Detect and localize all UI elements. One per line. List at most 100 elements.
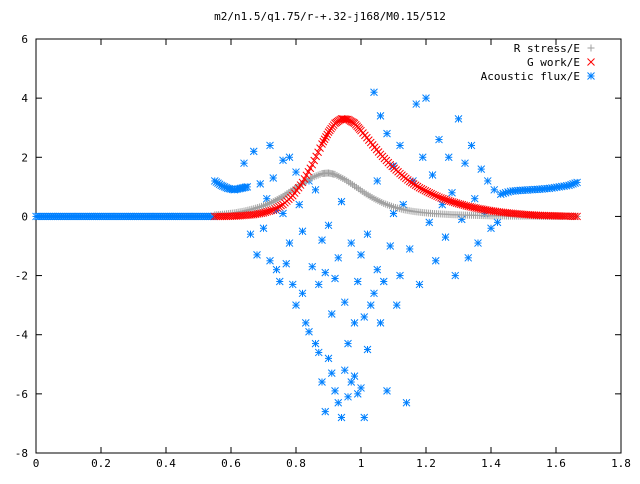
acoustic-flux-point — [412, 100, 421, 108]
acoustic-flux-point — [448, 188, 456, 197]
chart-title: m2/n1.5/q1.75/r-+.32-j168/M0.15/512 — [214, 10, 446, 23]
g-work-point — [423, 187, 432, 196]
acoustic-flux-point — [246, 230, 255, 239]
legend-label: G work/E — [527, 56, 580, 69]
acoustic-flux-point — [402, 398, 411, 407]
legend-label: Acoustic flux/E — [481, 70, 580, 83]
acoustic-flux-point — [275, 277, 284, 286]
plot-frame — [35, 38, 622, 454]
acoustic-flux-point — [435, 135, 443, 144]
acoustic-flux-point — [470, 194, 479, 203]
g-work-point — [429, 190, 438, 199]
g-work-point — [419, 185, 428, 194]
acoustic-flux-point — [376, 112, 385, 120]
acoustic-flux-point — [373, 177, 382, 185]
g-work-point — [210, 212, 219, 221]
acoustic-flux-point — [444, 153, 453, 162]
acoustic-flux-point — [383, 387, 391, 395]
y-tick-label: 4 — [21, 92, 28, 105]
y-tick-label: 6 — [21, 33, 28, 46]
acoustic-flux-point — [288, 280, 297, 289]
acoustic-flux-point — [272, 265, 281, 274]
acoustic-flux-point — [285, 239, 294, 247]
g-work-point — [417, 184, 426, 193]
acoustic-flux-point — [347, 378, 356, 386]
g-work-point — [216, 212, 225, 221]
acoustic-flux-point — [311, 185, 320, 194]
g-work-point — [271, 205, 280, 213]
acoustic-flux-point — [324, 354, 333, 363]
acoustic-flux-point — [301, 319, 310, 327]
acoustic-flux-point — [334, 253, 343, 262]
acoustic-flux-point — [477, 165, 486, 173]
acoustic-flux-point — [431, 256, 440, 265]
acoustic-flux-point — [383, 129, 391, 138]
acoustic-flux-point — [279, 156, 287, 165]
x-tick-label: 1.6 — [546, 457, 566, 470]
g-work-point — [277, 201, 285, 210]
x-tick-label: 0.4 — [156, 457, 176, 470]
acoustic-flux-point — [253, 251, 261, 259]
acoustic-flux-point — [350, 319, 359, 327]
acoustic-flux-point — [334, 398, 343, 407]
acoustic-flux-point — [327, 310, 336, 318]
acoustic-flux-point — [360, 413, 369, 422]
x-tick-label: 0 — [33, 457, 40, 470]
acoustic-flux-point — [292, 301, 300, 309]
acoustic-flux-point — [327, 369, 336, 378]
acoustic-flux-point — [366, 301, 375, 309]
g-work-point — [411, 181, 420, 190]
acoustic-flux-point — [425, 218, 434, 227]
acoustic-flux-point — [415, 280, 424, 289]
acoustic-flux-point — [363, 345, 372, 354]
g-work-point — [405, 177, 414, 186]
legend-label: R stress/E — [514, 42, 580, 55]
acoustic-flux-point — [422, 94, 430, 102]
acoustic-flux-point — [321, 407, 330, 416]
g-work-point — [314, 148, 322, 157]
legend-marker — [587, 72, 595, 80]
g-work-point — [273, 203, 282, 212]
acoustic-flux-point — [360, 313, 369, 321]
g-work-point — [298, 178, 307, 187]
g-work-point — [409, 180, 418, 188]
acoustic-flux-point — [337, 413, 346, 422]
g-work-point — [413, 182, 422, 191]
acoustic-flux-point — [321, 268, 330, 277]
g-work-point — [214, 212, 223, 221]
axis-ticks: 0 0.2 0.4 0.6 0.8 1 1.2 1.4 1.6 1.8 -8 -6 -4 -2 0 2 4 6 — [15, 33, 631, 470]
acoustic-flux-point — [243, 183, 252, 191]
acoustic-flux-point — [262, 194, 271, 203]
legend-marker — [587, 58, 595, 66]
acoustic-flux-point — [340, 298, 349, 307]
y-tick-label: 2 — [21, 151, 28, 164]
g-work-point — [275, 202, 283, 211]
acoustic-flux-point — [441, 233, 450, 241]
acoustic-flux-point — [292, 168, 300, 176]
g-work-point — [269, 206, 278, 214]
acoustic-flux-point — [405, 245, 414, 253]
acoustic-flux-point — [573, 178, 581, 187]
x-tick-label: 1.4 — [481, 457, 501, 470]
acoustic-flux-point — [340, 366, 349, 375]
x-tick-label: 1 — [358, 457, 365, 470]
acoustic-flux-point — [493, 218, 502, 227]
x-tick-label: 1.2 — [416, 457, 436, 470]
g-work-point — [433, 192, 441, 201]
g-work-point — [427, 189, 436, 198]
acoustic-flux-point — [389, 209, 398, 218]
g-work-point — [267, 206, 276, 215]
acoustic-flux-point — [256, 180, 265, 188]
acoustic-flux-point — [467, 141, 476, 150]
acoustic-flux-point — [357, 384, 365, 392]
g-work-point — [431, 191, 439, 200]
g-work-point — [570, 212, 579, 221]
acoustic-flux-point — [314, 348, 323, 357]
acoustic-flux-point — [337, 197, 346, 206]
acoustic-flux-point — [370, 289, 378, 298]
acoustic-flux-point — [474, 239, 482, 247]
y-tick-label: -8 — [15, 447, 28, 460]
